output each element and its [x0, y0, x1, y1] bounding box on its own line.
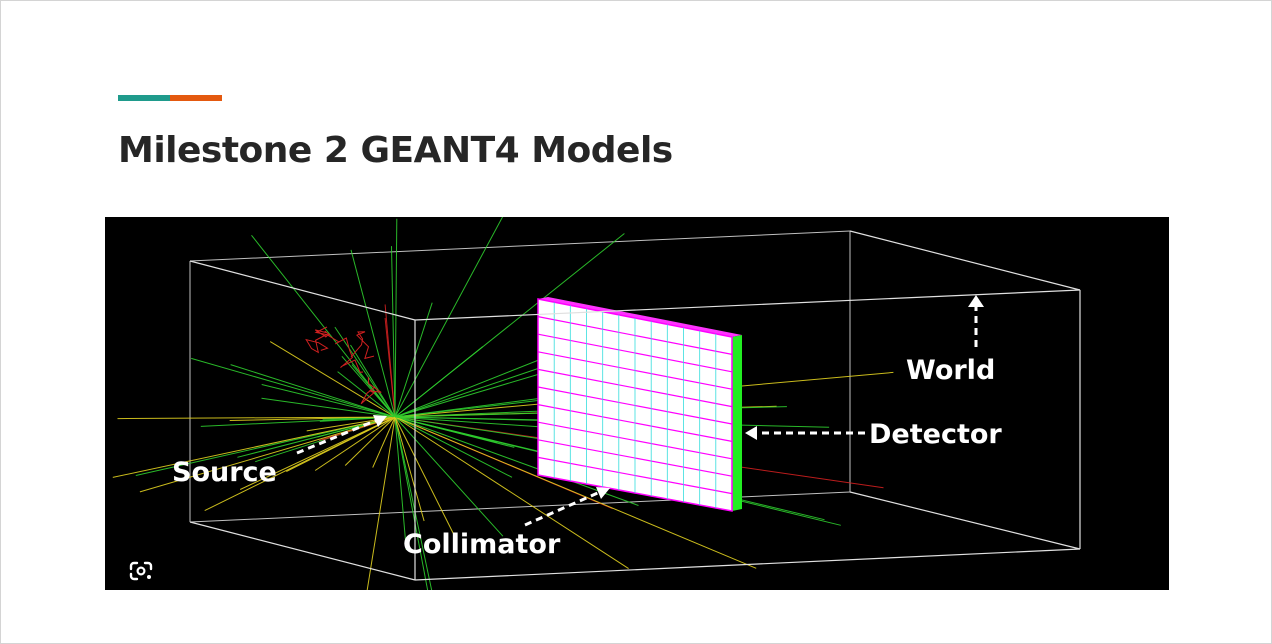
annotation-arrows [296, 303, 978, 527]
curly-track [314, 326, 331, 338]
particle-track [366, 416, 396, 590]
particle-track [269, 341, 396, 418]
particle-track [394, 416, 629, 570]
curly-track [305, 333, 340, 354]
source-label: Source [172, 457, 277, 488]
particle-track [334, 326, 396, 418]
particle-track [394, 416, 429, 590]
source-arrowhead [373, 415, 387, 427]
particle-track [230, 364, 396, 418]
particle-track [394, 302, 433, 418]
arrow-heads [373, 295, 984, 499]
particle-track [261, 397, 396, 418]
particle-track [394, 233, 625, 418]
collimator-arrowhead [596, 487, 610, 499]
particle-track [394, 416, 407, 551]
detector-block [537, 297, 742, 512]
title-accent-bar [118, 95, 222, 101]
curly-track [350, 331, 375, 360]
particle-track [191, 357, 396, 418]
particle-track [394, 416, 456, 538]
detector-front-face [537, 298, 733, 512]
detector-side-face [732, 335, 742, 511]
particle-track [350, 344, 396, 418]
detector-label: Detector [869, 419, 1002, 450]
source-arrow [296, 418, 378, 455]
particle-track [261, 384, 396, 418]
particle-track [117, 416, 396, 420]
particle-track [384, 304, 396, 418]
world-box-front-edges [189, 230, 1081, 581]
google-lens-icon [129, 561, 153, 581]
detector-top-face [538, 297, 742, 337]
world-label: World [906, 355, 995, 386]
accent-segment-orange [170, 95, 222, 101]
geant4-scene: World Detector Source Collimator [112, 217, 1081, 590]
google-lens-button[interactable] [123, 558, 159, 584]
particle-track [350, 249, 396, 418]
collimator-label: Collimator [403, 529, 561, 560]
particle-track [112, 416, 396, 478]
world-arrowhead [968, 295, 984, 307]
accent-segment-teal [118, 95, 170, 101]
detector-arrowhead [745, 426, 757, 440]
particle-track [344, 416, 396, 466]
particle-track [341, 355, 396, 418]
particle-track [394, 416, 757, 569]
particle-track [394, 416, 433, 590]
particle-track [204, 416, 396, 512]
particle-track [239, 416, 396, 490]
curly-track [360, 377, 382, 405]
particle-track [394, 416, 425, 522]
geant4-model-image: World Detector Source Collimator [105, 217, 1169, 590]
particle-track [251, 234, 396, 418]
particle-track [314, 416, 396, 471]
collimator-arrow [524, 490, 601, 527]
particle-track [394, 218, 398, 418]
page-title: Milestone 2 GEANT4 Models [118, 130, 673, 171]
curly-track [334, 337, 364, 373]
particle-track [391, 246, 396, 418]
world-box-back-edges [189, 230, 851, 523]
particle-track [394, 416, 504, 537]
particle-track [372, 416, 396, 468]
